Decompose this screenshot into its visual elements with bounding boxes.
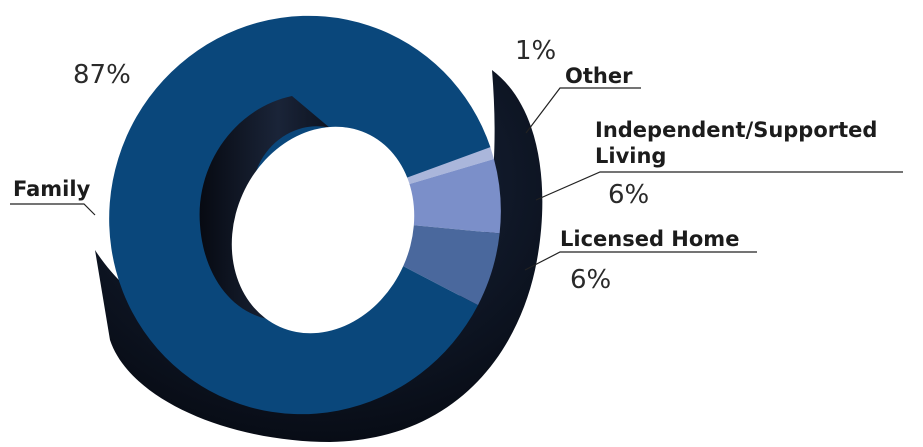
leader-line-other — [525, 87, 641, 134]
leader-lines — [10, 87, 903, 271]
category-label-other: Other — [565, 64, 633, 88]
category-label-independent-line-2: Living — [595, 144, 667, 168]
donut-hole — [199, 96, 415, 334]
value-label-family: 87% — [73, 60, 131, 90]
leader-line-licensed — [524, 251, 757, 271]
value-label-independent: 6% — [608, 180, 650, 210]
hole-opening — [231, 126, 415, 334]
category-label-independent-line-1: Independent/Supported — [595, 118, 878, 142]
leader-line-independent — [535, 171, 903, 201]
value-label-other: 1% — [515, 36, 557, 66]
value-label-licensed: 6% — [570, 265, 612, 295]
category-label-independent: Independent/Supported Living — [595, 117, 877, 169]
category-label-licensed: Licensed Home — [560, 227, 740, 251]
leader-line-family — [10, 203, 96, 216]
category-label-family: Family — [13, 177, 91, 201]
